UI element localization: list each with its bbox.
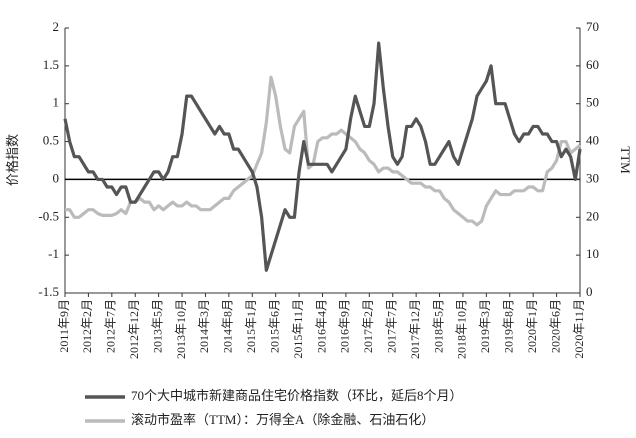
x-tick-label: 2016年4月 bbox=[314, 299, 328, 353]
y2-axis-label: TTM bbox=[618, 146, 633, 174]
legend-label: 70个大中城市新建商品住宅价格指数（环比，延后8个月） bbox=[131, 388, 463, 403]
x-tick-label: 2017年7月 bbox=[384, 299, 398, 353]
y-tick-label: 0.5 bbox=[43, 133, 59, 148]
x-tick-label: 2018年5月 bbox=[431, 299, 445, 353]
x-tick-label: 2020年11月 bbox=[572, 299, 586, 359]
y-tick-label: -1.5 bbox=[38, 284, 59, 299]
x-tick-label: 2020年6月 bbox=[548, 299, 562, 353]
x-tick-label: 2018年10月 bbox=[455, 299, 469, 359]
x-tick-label: 2013年10月 bbox=[174, 299, 188, 359]
y-tick-label: -1 bbox=[48, 246, 59, 261]
y2-tick-label: 30 bbox=[586, 170, 599, 185]
x-tick-label: 2012年12月 bbox=[127, 299, 141, 359]
x-tick-label: 2015年11月 bbox=[291, 299, 305, 359]
x-tick-label: 2019年8月 bbox=[502, 299, 516, 353]
x-tick-label: 2017年2月 bbox=[361, 299, 375, 353]
line-series bbox=[65, 75, 582, 227]
line-series bbox=[63, 41, 582, 272]
y-tick-label: 0 bbox=[53, 170, 60, 185]
x-tick-label: 2015年6月 bbox=[267, 299, 281, 353]
y2-tick-label: 70 bbox=[586, 19, 599, 34]
x-tick-label: 2020年1月 bbox=[525, 299, 539, 353]
y-tick-label: 1.5 bbox=[43, 57, 59, 72]
y2-tick-label: 20 bbox=[586, 208, 599, 223]
y2-tick-label: 50 bbox=[586, 95, 599, 110]
y2-tick-label: 0 bbox=[586, 284, 593, 299]
y-tick-label: 1 bbox=[53, 95, 60, 110]
y-axis-label: 价格指数 bbox=[5, 134, 20, 186]
y2-tick-label: 10 bbox=[586, 246, 599, 261]
y2-tick-label: 40 bbox=[586, 133, 599, 148]
y2-tick-label: 60 bbox=[586, 57, 599, 72]
x-tick-label: 2013年5月 bbox=[150, 299, 164, 353]
y-tick-label: 2 bbox=[53, 19, 60, 34]
x-tick-label: 2017年12月 bbox=[408, 299, 422, 359]
y-tick-label: -0.5 bbox=[38, 208, 59, 223]
legend-label: 滚动市盈率（TTM）：万得全A（除金融、石油石化） bbox=[131, 412, 434, 427]
x-tick-label: 2015年1月 bbox=[244, 299, 258, 353]
x-tick-label: 2012年7月 bbox=[104, 299, 118, 353]
x-tick-label: 2014年8月 bbox=[221, 299, 235, 353]
x-tick-label: 2016年9月 bbox=[338, 299, 352, 353]
x-tick-label: 2011年9月 bbox=[57, 299, 71, 353]
x-tick-label: 2019年3月 bbox=[478, 299, 492, 353]
x-tick-label: 2012年2月 bbox=[80, 299, 94, 353]
x-tick-label: 2014年3月 bbox=[197, 299, 211, 353]
